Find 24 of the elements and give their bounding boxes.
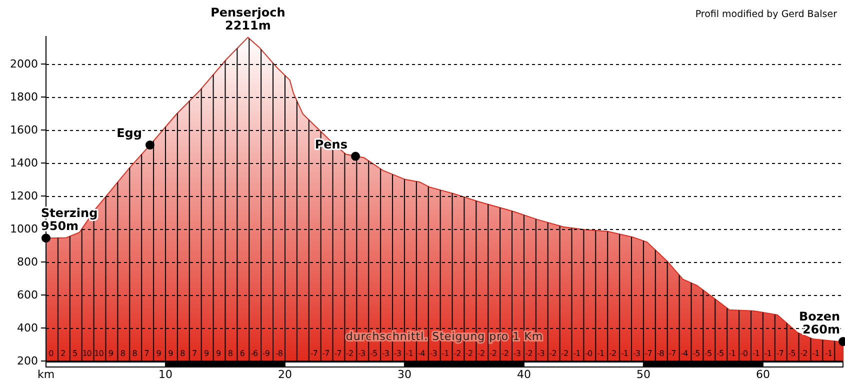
y-tick-label: 800 xyxy=(17,256,38,269)
annotation: Egg xyxy=(116,126,142,140)
x-tick-label: 30 xyxy=(397,368,412,381)
x-tick-label: 10 xyxy=(158,368,172,381)
y-tick-label: 200 xyxy=(17,354,38,368)
x-tick-label: 20 xyxy=(278,368,292,381)
y-tick-label: 1200 xyxy=(10,190,38,203)
x-tick-label: km xyxy=(37,368,55,381)
y-tick-label: 1400 xyxy=(10,156,38,170)
text: 0 2 5 10 10 9 8 8 7 9 9 8 7 9 9 8 6 -6 -9 -8 xyxy=(48,349,282,358)
x-tick-label: 60 xyxy=(756,368,770,381)
y-tick-label: 1800 xyxy=(10,90,38,104)
text: -7 -7 -7 -2 -3 -5 -3 -3 -1 -4 -3 -1 -2 -2 -2 -2 -2 -3 -2 -3 -2 -2 -1 -0 -1 -2 -1 -3 -7 -8 -7 -4 -5 -5 -5 -1 -0 -1 -1 -7 -5 -2 -1 -1 xyxy=(310,349,832,358)
x-tick-label: 40 xyxy=(516,368,531,381)
y-tick-label: 2000 xyxy=(10,58,38,71)
point xyxy=(145,140,154,150)
y-tick-label: 1000 xyxy=(10,222,38,236)
y-tick-label: 600 xyxy=(17,288,38,302)
annotation: Penserjoch 2211m xyxy=(210,5,286,32)
text: Profil modified by Gerd Balser xyxy=(695,9,838,20)
y-tick-label: 400 xyxy=(17,322,38,335)
x-tick-label: 50 xyxy=(636,368,650,381)
point xyxy=(350,152,360,161)
y-tick-label: 1600 xyxy=(10,124,38,137)
